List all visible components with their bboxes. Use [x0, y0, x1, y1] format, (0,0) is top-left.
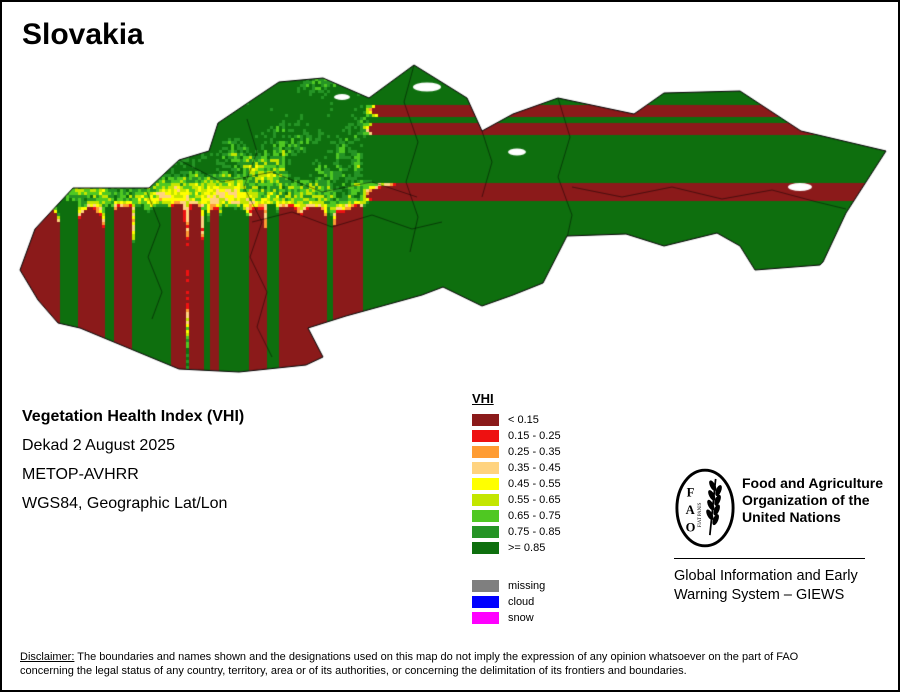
legend-title: VHI [472, 391, 494, 406]
legend-swatch [472, 414, 499, 426]
fao-letter-o: O [686, 520, 696, 534]
fao-org-line: United Nations [742, 509, 841, 525]
legend-row: 0.25 - 0.35 [472, 446, 561, 458]
legend-label: 0.55 - 0.65 [508, 494, 561, 506]
fao-logo-oval [675, 468, 735, 548]
info-index-name: Vegetation Health Index (VHI) [22, 408, 245, 425]
legend-label: 0.75 - 0.85 [508, 526, 561, 538]
page-title: Slovakia [22, 18, 144, 51]
legend-label: < 0.15 [508, 414, 539, 426]
legend: VHI < 0.15 0.15 - 0.25 0.25 - 0.35 0.35 … [472, 390, 561, 628]
vhi-map [12, 57, 892, 379]
legend-label: 0.65 - 0.75 [508, 510, 561, 522]
giews-name: Global Information and Early Warning Sys… [674, 567, 858, 605]
fao-org-line: Organization of the [742, 492, 870, 508]
legend-row: < 0.15 [472, 414, 561, 426]
fao-letter-a: A [686, 503, 695, 517]
legend-label: cloud [508, 596, 535, 608]
info-sensor: METOP-AVHRR [22, 466, 139, 483]
legend-swatch [472, 446, 499, 458]
wheat-icon [706, 478, 722, 536]
legend-label: 0.45 - 0.55 [508, 478, 561, 490]
fao-org-line: Food and Agriculture [742, 475, 884, 491]
legend-label: >= 0.85 [508, 542, 546, 554]
legend-label: 0.25 - 0.35 [508, 446, 561, 458]
disclaimer-label: Disclaimer: [20, 651, 75, 663]
legend-swatch [472, 596, 499, 608]
legend-swatch [472, 510, 499, 522]
legend-row: snow [472, 612, 561, 624]
legend-swatch [472, 526, 499, 538]
brand-divider [674, 558, 865, 559]
vhi-map-canvas [12, 57, 892, 379]
legend-row: 0.15 - 0.25 [472, 430, 561, 442]
disclaimer: Disclaimer: The boundaries and names sho… [20, 650, 882, 678]
giews-line: Global Information and Early [674, 568, 858, 584]
legend-row: 0.55 - 0.65 [472, 494, 561, 506]
fao-letters: F A O [686, 485, 696, 534]
legend-label: missing [508, 580, 546, 592]
legend-swatch [472, 542, 499, 554]
legend-spacer [472, 558, 561, 580]
legend-label: 0.15 - 0.25 [508, 430, 561, 442]
legend-row: 0.35 - 0.45 [472, 462, 561, 474]
fao-motto: FIAT PANIS [698, 502, 703, 527]
fao-org-name: Food and Agriculture Organization of the… [742, 475, 883, 526]
legend-row: 0.45 - 0.55 [472, 478, 561, 490]
fao-letter-f: F [687, 485, 695, 499]
legend-row: cloud [472, 596, 561, 608]
giews-line: Warning System – GIEWS [674, 587, 845, 603]
disclaimer-line: Disclaimer: The boundaries and names sho… [20, 651, 799, 663]
legend-row: 0.75 - 0.85 [472, 526, 561, 538]
legend-label: 0.35 - 0.45 [508, 462, 561, 474]
legend-row: 0.65 - 0.75 [472, 510, 561, 522]
legend-swatch [472, 462, 499, 474]
info-dekad: Dekad 2 August 2025 [22, 437, 176, 454]
map-info: Vegetation Health Index (VHI) Dekad 2 Au… [22, 402, 244, 518]
fao-logo: F A O FIAT PANIS [675, 468, 735, 548]
legend-row: >= 0.85 [472, 542, 561, 554]
legend-label: snow [508, 612, 534, 624]
legend-swatch [472, 430, 499, 442]
legend-swatch [472, 494, 499, 506]
legend-row: missing [472, 580, 561, 592]
info-projection: WGS84, Geographic Lat/Lon [22, 495, 228, 512]
legend-swatch [472, 612, 499, 624]
legend-swatch [472, 478, 499, 490]
disclaimer-line: concerning the legal status of any count… [20, 665, 687, 677]
legend-swatch [472, 580, 499, 592]
